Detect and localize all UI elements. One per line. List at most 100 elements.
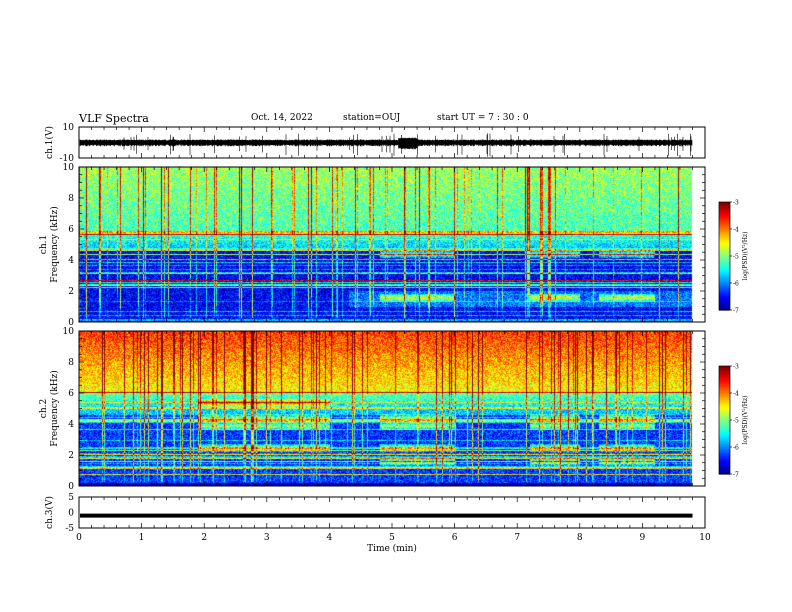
colorbar-tick-label: -7: [733, 472, 739, 479]
ch1-y-tick-label: 4: [68, 256, 74, 266]
colorbar-swatch: [719, 257, 730, 261]
colorbar-swatch: [719, 447, 730, 450]
colorbar-swatch: [719, 378, 730, 381]
colorbar-swatch: [719, 203, 730, 207]
colorbar-swatch: [719, 266, 730, 270]
colorbar-swatch: [719, 421, 730, 425]
colorbar-swatch: [719, 288, 730, 291]
colorbar-swatch: [719, 376, 730, 380]
colorbar-swatch: [719, 268, 730, 271]
colorbar-swatch: [719, 402, 730, 405]
x-tick-label: 9: [640, 533, 646, 543]
colorbar-swatch: [719, 275, 730, 279]
colorbar-swatch: [719, 398, 730, 401]
colorbar-swatch: [719, 445, 730, 448]
colorbar-swatch: [719, 443, 730, 446]
colorbar-swatch: [719, 380, 730, 383]
colorbar-label: log(PSD)(V²/Hz): [742, 232, 749, 281]
colorbar-swatch: [719, 425, 730, 428]
colorbar-swatch: [719, 286, 730, 289]
colorbar-swatch: [719, 391, 730, 394]
colorbar-swatch: [719, 407, 730, 410]
colorbar-swatch: [719, 229, 730, 232]
colorbar-swatch: [719, 245, 730, 248]
colorbar-swatch: [719, 411, 730, 414]
ch1-y-tick-label: 8: [68, 194, 74, 204]
colorbar-swatch: [719, 432, 730, 435]
colorbar-tick-label: -5: [733, 418, 739, 425]
colorbar-swatch: [719, 394, 730, 398]
colorbar-swatch: [719, 463, 730, 466]
ch2-y-tick-label: 6: [68, 389, 74, 399]
colorbar-swatch: [719, 225, 730, 228]
ch1-ylabel-frequency: Frequency (kHz): [49, 206, 60, 283]
ch1-waveform-ylabel: ch.1(V): [44, 126, 55, 159]
colorbar-tick-label: -6: [733, 281, 739, 288]
colorbar-swatch: [719, 456, 730, 459]
colorbar-swatch: [719, 423, 730, 426]
colorbar-swatch: [719, 459, 730, 462]
colorbar-tick-label: -7: [733, 308, 739, 315]
colorbar-swatch: [719, 254, 730, 257]
colorbar-swatch: [719, 371, 730, 374]
colorbar-swatch: [719, 279, 730, 282]
ch2-y-tick-label: 4: [68, 420, 74, 430]
ch1-y-tick-label: 10: [63, 123, 75, 133]
colorbar-swatch: [719, 382, 730, 385]
ch2-y-tick-label: 10: [63, 327, 75, 337]
colorbar-swatch: [719, 454, 730, 457]
colorbar-swatch: [719, 211, 730, 214]
colorbar-swatch: [719, 466, 730, 470]
colorbar-swatch: [719, 209, 730, 212]
colorbar-swatch: [719, 202, 730, 205]
colorbar-swatch: [719, 212, 730, 216]
colorbar-swatch: [719, 221, 730, 225]
colorbar-swatch: [719, 295, 730, 298]
colorbar-swatch: [719, 207, 730, 210]
colorbar-swatch: [719, 439, 730, 443]
colorbar-swatch: [719, 238, 730, 241]
colorbar-swatch: [719, 369, 730, 372]
colorbar-swatch: [719, 232, 730, 235]
colorbar-swatch: [719, 218, 730, 221]
colorbar-swatch: [719, 248, 730, 252]
colorbar-swatch: [719, 299, 730, 302]
colorbar-swatch: [719, 434, 730, 437]
colorbar-swatch: [719, 412, 730, 416]
colorbar-swatch: [719, 375, 730, 378]
colorbar-swatch: [719, 274, 730, 277]
colorbar-swatch: [719, 293, 730, 297]
colorbar-swatch: [719, 385, 730, 389]
colorbar-swatch: [719, 438, 730, 441]
ch1-waveform-trace: [79, 133, 693, 157]
x-tick-label: 10: [699, 533, 711, 543]
colorbar-swatch: [719, 265, 730, 268]
colorbar-swatch: [719, 239, 730, 243]
colorbar-swatch: [719, 457, 730, 461]
colorbar-label: log(PSD)(V²/Hz): [742, 396, 749, 445]
colorbar-swatch: [719, 472, 730, 475]
x-tick-label: 4: [327, 533, 333, 543]
colorbar-swatch: [719, 416, 730, 419]
colorbar-swatch: [719, 290, 730, 293]
colorbar-swatch: [719, 427, 730, 430]
x-tick-label: 2: [201, 533, 207, 543]
colorbar-swatch: [719, 441, 730, 444]
ch3-y-tick-label: 0: [68, 509, 74, 519]
colorbar-tick-label: -4: [733, 391, 739, 398]
colorbar-swatch: [719, 436, 730, 439]
ch3-y-tick-label: -5: [65, 524, 74, 534]
ch2-ylabel-frequency: Frequency (kHz): [49, 370, 60, 447]
colorbar-swatch: [719, 205, 730, 208]
colorbar-swatch: [719, 448, 730, 452]
colorbar-tick-label: -5: [733, 254, 739, 261]
colorbar-tick-label: -4: [733, 227, 739, 234]
ch2-y-tick-label: 0: [68, 482, 74, 492]
ch3-waveform-ylabel: ch.3(V): [44, 496, 55, 529]
colorbar-swatch: [719, 292, 730, 295]
colorbar-swatch: [719, 396, 730, 399]
colorbar-swatch: [719, 366, 730, 369]
colorbar-swatch: [719, 256, 730, 259]
colorbar-swatch: [719, 400, 730, 403]
